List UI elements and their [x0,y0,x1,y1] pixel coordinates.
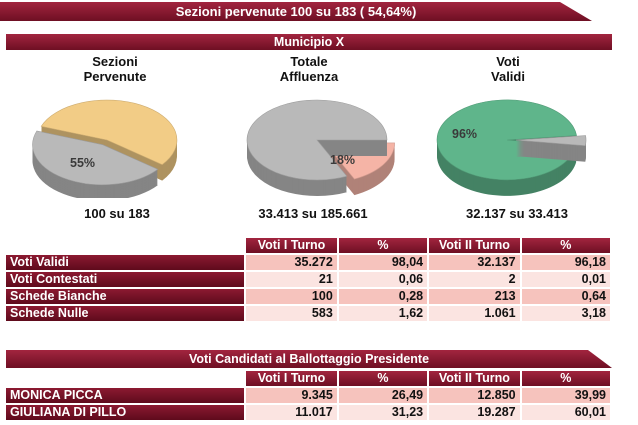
pie-chart-sezioni [32,99,178,198]
chart-title-voti-validi: Voti Validi [491,54,525,84]
table-row: Voti Validi 35.272 98,04 32.137 96,18 [6,255,610,270]
cell-percent-second: 3,18 [521,306,610,321]
cell-votes-second: 19.287 [429,405,520,420]
table-row: MONICA PICCA 9.345 26,49 12.850 39,99 [6,388,610,403]
pie-slice-rest [515,135,587,162]
results-table: Voti I Turno % Voti II Turno % Voti Vali… [4,236,612,323]
header-votes-first-round: Voti I Turno [246,238,337,253]
pie-slice-rest [32,130,159,198]
pie-percent-affluenza: 18% [330,153,356,167]
pie-chart-affluenza [246,99,395,197]
pie-slice-highlight [40,99,178,181]
cell-percent-first: 1,62 [338,306,428,321]
table-row: GIULIANA DI PILLO 11.017 31,23 19.287 60… [6,405,610,420]
row-label: Schede Nulle [6,306,245,321]
sections-received-banner: Sezioni pervenute 100 su 183 ( 54,64%) [0,2,592,21]
cell-percent-first: 0,06 [338,272,428,287]
cell-votes-first: 21 [246,272,337,287]
cell-votes-first: 9.345 [246,388,337,403]
cell-votes-second: 213 [429,289,520,304]
table-row: Schede Nulle 583 1,62 1.061 3,18 [6,306,610,321]
cell-votes-second: 32.137 [429,255,520,270]
cell-votes-first: 11.017 [246,405,337,420]
table-row: Voti Contestati 21 0,06 2 0,01 [6,272,610,287]
header-percent-first-round: % [338,371,428,386]
header-percent-second-round: % [521,371,610,386]
row-label: Voti Validi [6,255,245,270]
header-percent-first-round: % [338,238,428,253]
candidates-table: Voti I Turno % Voti II Turno % MONICA PI… [4,369,612,422]
header-percent-second-round: % [521,238,610,253]
cell-votes-second: 12.850 [429,388,520,403]
chart-title-sezioni: Sezioni Pervenute [83,54,147,84]
candidates-title-bar: Voti Candidati al Ballottaggio President… [6,350,612,368]
cell-votes-first: 35.272 [246,255,337,270]
header-blank [6,371,244,386]
chart-title-affluenza: Totale Affluenza [279,54,339,84]
pie-percent-voti-validi: 96% [452,127,478,141]
pie-chart-voti-validi [436,99,587,196]
candidate-name: MONICA PICCA [6,388,245,403]
cell-percent-second: 96,18 [521,255,610,270]
cell-percent-first: 0,28 [338,289,428,304]
cell-votes-first: 100 [246,289,337,304]
cell-votes-first: 583 [246,306,337,321]
cell-percent-second: 60,01 [521,405,610,420]
results-header-row: Voti I Turno % Voti II Turno % [6,238,610,253]
header-blank [6,238,244,253]
header-votes-second-round: Voti II Turno [429,371,520,386]
municipio-title-bar: Municipio X [6,34,612,50]
cell-percent-second: 0,64 [521,289,610,304]
candidate-name: GIULIANA DI PILLO [6,405,245,420]
cell-votes-second: 1.061 [429,306,520,321]
table-row: Schede Bianche 100 0,28 213 0,64 [6,289,610,304]
pie-percent-sezioni: 55% [70,156,96,170]
caption-sezioni: 100 su 183 [84,206,150,221]
pie-slice-highlight [436,99,577,196]
cell-percent-first: 98,04 [338,255,428,270]
header-votes-second-round: Voti II Turno [429,238,520,253]
row-label: Schede Bianche [6,289,245,304]
caption-affluenza: 33.413 su 185.661 [258,206,368,221]
cell-votes-second: 2 [429,272,520,287]
cell-percent-second: 0,01 [521,272,610,287]
row-label: Voti Contestati [6,272,245,287]
pie-slice-rest [246,99,388,197]
header-votes-first-round: Voti I Turno [246,371,337,386]
cell-percent-first: 31,23 [338,405,428,420]
caption-voti-validi: 32.137 su 33.413 [466,206,568,221]
cell-percent-first: 26,49 [338,388,428,403]
candidates-header-row: Voti I Turno % Voti II Turno % [6,371,610,386]
cell-percent-second: 39,99 [521,388,610,403]
